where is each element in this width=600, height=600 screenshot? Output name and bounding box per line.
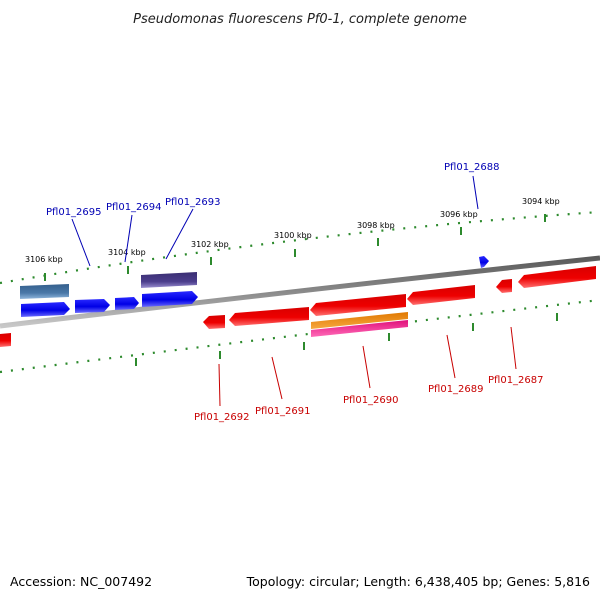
forward-leader-lines (71, 175, 479, 267)
leader-pfl01-2692 (218, 363, 221, 407)
leader-pfl01-2694 (124, 214, 133, 263)
gene-label-pfl01-2692[interactable]: Pfl01_2692 (194, 412, 250, 423)
feature-bar-orange[interactable] (311, 312, 408, 329)
leader-pfl01-2687 (510, 326, 517, 370)
tick-label-3102: 3102 kbp (191, 240, 229, 249)
gene-arrow-pfl01-2694b[interactable] (115, 297, 139, 310)
forward-gene-labels: Pfl01_2688 Pfl01_2693 Pfl01_2694 Pfl01_2… (46, 162, 500, 218)
leader-pfl01-2688 (472, 175, 479, 210)
feature-bar-slateblue[interactable] (141, 272, 197, 288)
tick-label-3100: 3100 kbp (274, 231, 312, 240)
gene-label-pfl01-2693[interactable]: Pfl01_2693 (165, 197, 221, 208)
gene-arrow-pfl01-2693[interactable] (142, 291, 198, 307)
leader-pfl01-2693 (165, 208, 194, 260)
gene-arrow-pfl01-2692[interactable] (203, 315, 225, 329)
gene-label-pfl01-2694[interactable]: Pfl01_2694 (106, 202, 162, 213)
map-title: Pseudomonas fluorescens Pf0-1, complete … (133, 12, 467, 27)
leader-pfl01-2690 (362, 345, 371, 389)
genome-summary-text: Topology: circular; Length: 6,438,405 bp… (246, 574, 590, 589)
gene-label-pfl01-2691[interactable]: Pfl01_2691 (255, 406, 311, 417)
forward-dotted-track (0, 210, 600, 285)
tick-label-3098: 3098 kbp (357, 221, 395, 230)
gene-arrow-pfl01-2694a[interactable] (75, 299, 110, 313)
gene-label-pfl01-2690[interactable]: Pfl01_2690 (343, 395, 399, 406)
gene-arrow-pfl01-2690[interactable] (310, 294, 406, 316)
feature-bar-steelblue[interactable] (20, 284, 69, 299)
reverse-tick-track (0, 298, 600, 374)
feature-bar-magenta[interactable] (311, 320, 408, 337)
gene-label-pfl01-2688[interactable]: Pfl01_2688 (444, 162, 500, 173)
leader-pfl01-2691 (271, 356, 283, 400)
gene-label-pfl01-2687[interactable]: Pfl01_2687 (488, 375, 544, 386)
tick-label-3094: 3094 kbp (522, 197, 560, 206)
reverse-leader-lines (218, 326, 517, 407)
accession-text: Accession: NC_007492 (10, 574, 152, 589)
leader-pfl01-2695 (71, 218, 91, 267)
reverse-gene-labels: Pfl01_2687 Pfl01_2689 Pfl01_2690 Pfl01_2… (194, 375, 544, 423)
gene-label-pfl01-2689[interactable]: Pfl01_2689 (428, 384, 484, 395)
gene-arrow-pfl01-2687[interactable] (518, 266, 596, 288)
gene-arrow-pfl01-2691[interactable] (229, 307, 309, 326)
forward-tick-track (0, 210, 600, 285)
leader-pfl01-2689 (446, 334, 456, 379)
gene-arrow-pfl01-2688[interactable] (479, 256, 489, 268)
gene-arrow-pfl01-2689[interactable] (407, 285, 475, 305)
gene-label-pfl01-2695[interactable]: Pfl01_2695 (46, 207, 102, 218)
genome-backbone (0, 255, 600, 329)
gene-arrow-pfl01-2695[interactable] (21, 302, 70, 317)
gene-arrow-pfl01-2687-small[interactable] (496, 279, 512, 293)
gene-arrow-left-edge[interactable] (0, 333, 11, 347)
tick-label-3106: 3106 kbp (25, 255, 63, 264)
tick-label-3096: 3096 kbp (440, 210, 478, 219)
